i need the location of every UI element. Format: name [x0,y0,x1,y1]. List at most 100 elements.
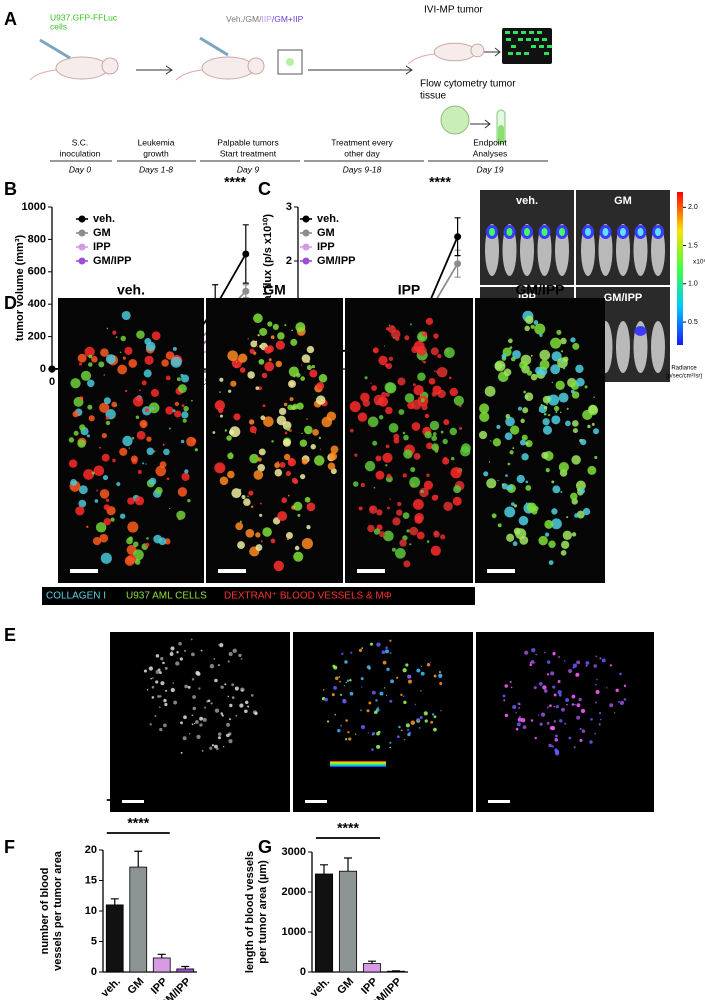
texture [546,660,551,664]
zoom-cells [286,58,294,66]
texture [232,648,237,654]
texture [136,430,146,440]
y-tick-label: 3 [286,201,292,213]
texture [479,403,490,414]
texture [560,490,563,494]
texture [367,732,369,734]
texture [289,397,294,402]
texture [180,373,184,378]
texture [426,442,433,450]
texture [558,656,560,658]
texture [178,641,182,646]
texture [619,672,622,676]
texture [368,701,372,705]
texture [226,733,230,738]
monitor-cell [529,31,534,34]
texture [184,469,189,474]
texture [219,476,229,486]
texture [571,694,576,699]
texture [416,718,420,722]
texture [404,739,406,741]
texture [174,410,182,418]
texture [77,353,87,363]
texture [296,402,304,410]
point [242,287,250,295]
timeline-event: Treatment every [331,137,393,147]
texture [545,467,550,473]
texture [137,469,142,474]
texture [521,453,529,461]
texture [543,651,546,654]
texture [388,356,394,361]
texture [151,696,155,699]
texture [209,746,213,750]
texture [190,399,193,402]
texture [551,745,554,748]
mouse-tail [175,69,203,81]
micrograph-title: veh. [117,282,145,298]
texture [609,664,613,667]
texture [534,323,546,335]
texture [390,679,395,684]
texture [259,344,263,348]
texture [151,685,155,689]
texture [593,428,600,435]
texture [428,377,436,385]
texture [238,353,248,363]
texture [349,691,354,696]
syringe [199,36,229,57]
texture [274,468,283,477]
texture [258,358,265,365]
texture [552,651,556,655]
texture [143,669,147,673]
texture [385,444,390,449]
texture [497,479,499,482]
texture [339,680,341,683]
texture [247,495,249,497]
legend-label: veh. [317,213,339,225]
texture [326,411,337,421]
texture [249,348,255,354]
texture [510,686,513,689]
texture [176,651,179,654]
texture [345,719,348,722]
texture [249,453,259,464]
texture [574,513,579,518]
texture [68,459,78,468]
texture [540,403,543,407]
texture [213,658,216,660]
texture [566,703,568,706]
arrow [136,65,173,75]
texture [318,373,328,383]
texture [99,446,101,449]
scale-bar [487,569,515,573]
texture [376,744,381,749]
texture [230,380,237,387]
texture [95,522,107,533]
bar [129,866,148,973]
texture [180,439,185,444]
texture [319,448,322,450]
texture [175,661,180,666]
texture [274,462,280,469]
timeline-event: Endpoint [473,137,507,147]
texture [285,470,292,477]
texture [575,377,585,387]
texture [432,432,437,436]
texture [106,327,109,330]
texture [515,711,517,714]
texture [553,720,557,723]
legend-label: GM/IPP [93,255,132,267]
texture [560,550,567,556]
texture [155,670,160,674]
texture [111,401,118,408]
texture [301,538,313,550]
texture [270,538,276,544]
texture [546,706,549,709]
scale-bar [488,800,510,803]
texture [396,676,399,679]
texture [143,369,152,378]
scale-bar [122,800,144,803]
texture [253,470,264,480]
monitor-cell [513,31,518,34]
